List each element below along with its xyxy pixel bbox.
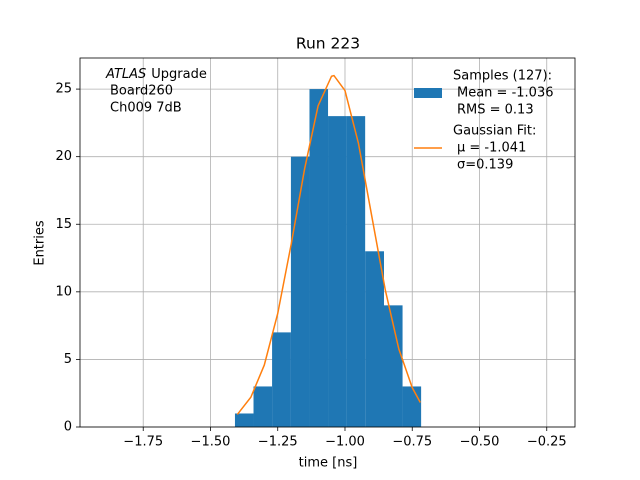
bar — [290, 156, 310, 427]
y-tick-label: 20 — [55, 149, 72, 164]
x-tick-label: −1.75 — [123, 435, 163, 450]
legend-label: RMS = 0.13 — [457, 103, 534, 118]
y-tick-label: 25 — [55, 82, 72, 97]
bar — [253, 386, 273, 427]
fit-line — [236, 74, 421, 415]
legend-label: Mean = -1.036 — [457, 86, 553, 101]
y-tick-label: 10 — [55, 284, 72, 299]
plot — [234, 74, 422, 427]
bar — [234, 413, 254, 427]
bar — [272, 332, 291, 427]
annotation: Board260 — [110, 84, 173, 99]
bar — [383, 305, 403, 427]
y-tick-label: 0 — [64, 420, 72, 435]
y-tick-label: 15 — [55, 217, 72, 232]
x-tick-label: −0.25 — [527, 435, 567, 450]
plot-frame — [79, 57, 576, 428]
x-tick-label: −1.25 — [258, 435, 298, 450]
annotation: ATLAS Upgrade — [105, 67, 207, 82]
bar — [328, 116, 347, 427]
chart-title: Run 223 — [296, 35, 360, 53]
annotation-emphasis: ATLAS — [105, 67, 146, 82]
legend-label: μ = -1.041 — [457, 141, 526, 156]
bar — [346, 116, 366, 427]
x-tick-label: −1.50 — [191, 435, 231, 450]
legend-label: Samples (127): — [453, 69, 552, 84]
y-axis-label: Entries — [33, 220, 48, 266]
annotation: Ch009 7dB — [110, 101, 182, 116]
annotation-text: Upgrade — [151, 67, 207, 82]
bar — [365, 251, 384, 427]
x-axis-label: time [ns] — [299, 456, 358, 471]
x-tick-label: −0.50 — [460, 435, 500, 450]
bar — [309, 89, 329, 427]
legend-label: Gaussian Fit: — [453, 124, 536, 139]
x-tick-label: −0.75 — [392, 435, 432, 450]
x-tick-label: −1.00 — [325, 435, 365, 450]
legend-patch — [414, 88, 442, 98]
bar — [402, 386, 422, 427]
legend-label: σ=0.139 — [457, 158, 513, 173]
y-tick-label: 5 — [64, 352, 72, 367]
